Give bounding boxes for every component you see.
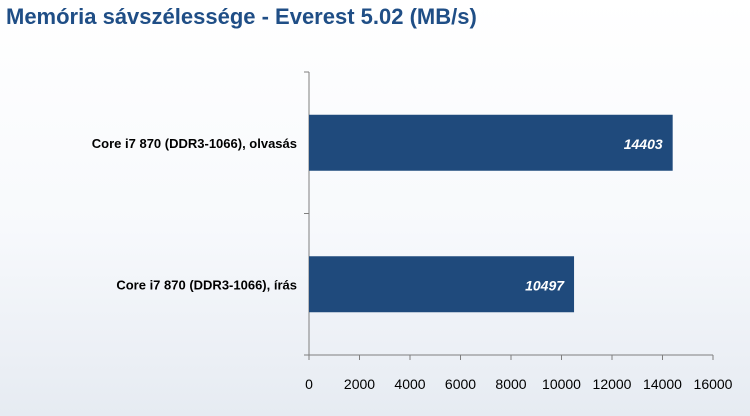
x-tick-label: 10000 bbox=[542, 376, 581, 392]
category-label: Core i7 870 (DDR3-1066), írás bbox=[116, 277, 297, 292]
x-tick-label: 16000 bbox=[694, 376, 733, 392]
bar bbox=[309, 256, 575, 313]
x-tick-label: 12000 bbox=[593, 376, 632, 392]
x-tick-label: 2000 bbox=[344, 376, 375, 392]
x-tick-label: 0 bbox=[305, 376, 313, 392]
x-tick-label: 4000 bbox=[394, 376, 425, 392]
x-tick-label: 8000 bbox=[495, 376, 526, 392]
bar bbox=[309, 114, 673, 171]
chart-title: Memória sávszélessége - Everest 5.02 (MB… bbox=[6, 4, 477, 29]
category-label: Core i7 870 (DDR3-1066), olvasás bbox=[92, 136, 297, 151]
x-tick-label: 6000 bbox=[445, 376, 476, 392]
x-tick-label: 14000 bbox=[643, 376, 682, 392]
data-label: 10497 bbox=[525, 277, 565, 293]
data-label: 14403 bbox=[624, 136, 663, 152]
